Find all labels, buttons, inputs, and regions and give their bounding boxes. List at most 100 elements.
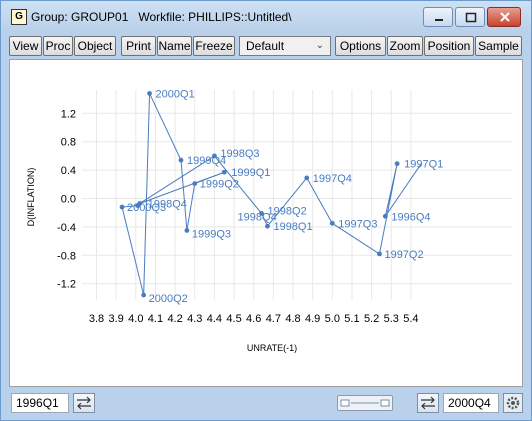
sample-end-field[interactable]: 2000Q4 (443, 393, 499, 413)
window-title: Group: GROUP01 Workfile: PHILLIPS::Untit… (31, 10, 292, 24)
swap-arrows-icon (77, 396, 91, 410)
x-axis-label: UNRATE(-1) (247, 343, 297, 353)
series-path (121, 93, 422, 296)
data-point (135, 203, 141, 209)
x-tick-label: 3.9 (109, 313, 124, 325)
slider-track-icon (340, 399, 390, 407)
point-labels: 1996Q41997Q11997Q21997Q31997Q41998Q11998… (127, 88, 443, 305)
proc-button[interactable]: Proc (43, 36, 73, 56)
y-axis-label: D(INFLATION) (26, 168, 36, 227)
x-tick-label: 4.0 (128, 313, 143, 325)
start-arrows-button[interactable] (73, 393, 95, 413)
group-app-icon: G (11, 9, 27, 25)
data-point (141, 292, 147, 298)
point-label: 1999Q1 (231, 167, 270, 179)
x-tick-label: 5.4 (403, 313, 418, 325)
close-button[interactable] (487, 7, 521, 27)
x-axis-ticks: 3.8 3.9 4.0 4.1 4.2 4.3 4.4 4.5 4.6 4.7 4.8 4.9 5.0 5… (89, 313, 419, 325)
point-label: 1997Q3 (338, 218, 377, 230)
data-points (119, 91, 400, 298)
x-tick-label: 4.2 (167, 313, 182, 325)
data-point (184, 228, 190, 233)
freeze-button[interactable]: Freeze (193, 36, 235, 56)
minimize-icon (435, 19, 443, 21)
point-label: 1999Q4 (187, 155, 226, 167)
data-point (394, 161, 400, 167)
x-tick-label: 4.6 (246, 313, 261, 325)
point-label: 2000Q1 (156, 88, 195, 100)
title-bar[interactable]: G Group: GROUP01 Workfile: PHILLIPS::Unt… (1, 1, 531, 35)
x-tick-label: 5.2 (364, 313, 379, 325)
data-point (192, 181, 198, 186)
y-tick-label: -0.8 (57, 250, 76, 262)
settings-button[interactable] (503, 393, 523, 413)
data-point (382, 213, 388, 219)
object-button[interactable]: Object (74, 36, 116, 56)
x-tick-label: 4.5 (226, 313, 241, 325)
print-button[interactable]: Print (121, 36, 156, 56)
position-button[interactable]: Position (424, 36, 474, 56)
x-tick-label: 4.4 (207, 313, 222, 325)
chevron-down-icon: ⌄ (315, 40, 324, 51)
end-arrows-button[interactable] (417, 393, 439, 413)
point-label: 1998Q1 (273, 221, 312, 233)
x-tick-label: 5.3 (384, 313, 399, 325)
y-tick-label: 1.2 (61, 108, 76, 120)
scatter-chart: 3.8 3.9 4.0 4.1 4.2 4.3 4.4 4.5 4.6 4.7 4.8 4.9 5.0 5… (26, 88, 512, 353)
y-tick-label: 0.0 (61, 194, 76, 206)
x-tick-label: 4.7 (266, 313, 281, 325)
point-label: 1999Q2 (200, 179, 239, 191)
y-tick-label: -0.4 (57, 222, 76, 234)
point-label: 1997Q2 (384, 249, 423, 261)
maximize-icon (465, 12, 477, 23)
graph-type-dropdown[interactable]: Default ⌄ (239, 36, 331, 56)
point-label: 1999Q3 (192, 228, 231, 240)
y-tick-label: -1.2 (57, 279, 76, 291)
point-label: 2000Q2 (149, 293, 188, 305)
zoom-button[interactable]: Zoom (387, 36, 423, 56)
data-point (304, 175, 310, 181)
data-point (119, 204, 125, 210)
vertical-gridlines (96, 90, 412, 300)
data-point (377, 251, 382, 257)
point-label: 1998Q3 (220, 148, 259, 160)
data-point (147, 91, 152, 96)
point-label-overlap: 1998Q4 (238, 211, 277, 223)
series-line (121, 93, 422, 296)
gear-icon (506, 396, 520, 410)
graph-type-value: Default (246, 39, 285, 53)
toolbar: View Proc Object Print Name Freeze Defau… (9, 36, 523, 56)
point-label: 1996Q4 (391, 211, 430, 223)
x-tick-label: 5.0 (325, 313, 340, 325)
x-tick-label: 4.3 (187, 313, 202, 325)
point-label: 2000Q3 (127, 202, 166, 214)
options-button[interactable]: Options (335, 36, 386, 56)
point-label: 1997Q4 (313, 173, 352, 185)
y-tick-label: 0.8 (61, 137, 76, 149)
data-point (259, 211, 264, 216)
view-button[interactable]: View (9, 36, 42, 56)
x-tick-label: 4.9 (305, 313, 320, 325)
name-button[interactable]: Name (157, 36, 192, 56)
minimize-button[interactable] (423, 7, 453, 27)
y-axis-ticks: 1.2 0.8 0.4 0.0 -0.4 -0.8 -1.2 (57, 108, 76, 290)
data-point (265, 223, 270, 229)
status-bar: 1996Q1 2000Q4 (9, 391, 523, 415)
sample-slider[interactable] (337, 395, 393, 411)
sample-start-field[interactable]: 1996Q1 (11, 393, 69, 413)
point-label: 1998Q4 (148, 198, 187, 210)
point-label: 1997Q1 (404, 159, 443, 171)
y-tick-label: 0.4 (61, 165, 76, 177)
data-point (178, 157, 184, 163)
maximize-button[interactable] (455, 7, 485, 27)
x-tick-label: 4.1 (148, 313, 163, 325)
sample-button[interactable]: Sample (475, 36, 522, 56)
point-label: 1998Q2 (268, 205, 307, 217)
swap-arrows-icon (421, 396, 435, 410)
data-point (221, 169, 227, 175)
x-tick-label: 3.8 (89, 313, 104, 325)
graph-area: 3.8 3.9 4.0 4.1 4.2 4.3 4.4 4.5 4.6 4.7 4.8 4.9 5.0 5… (9, 59, 523, 387)
data-point (212, 153, 217, 159)
x-tick-label: 4.8 (285, 313, 300, 325)
